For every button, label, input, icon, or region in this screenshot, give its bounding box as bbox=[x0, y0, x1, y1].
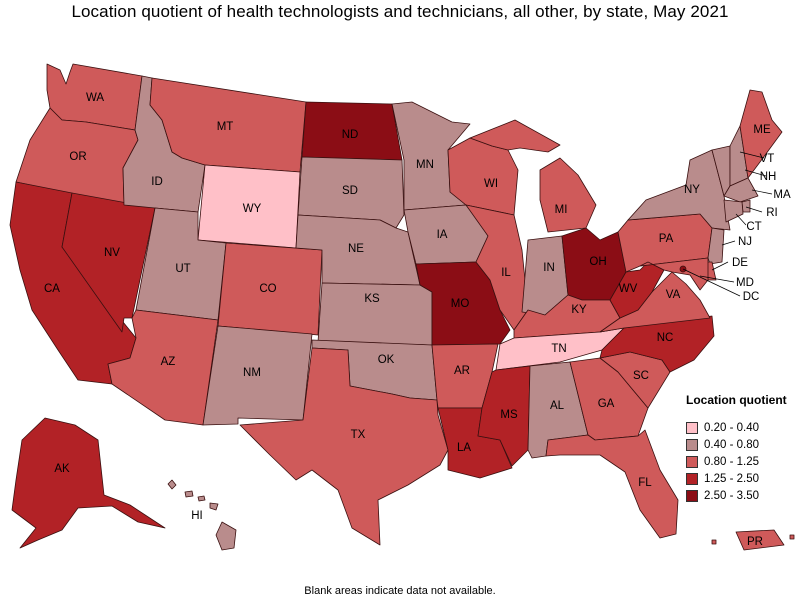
state-label-SD: SD bbox=[342, 185, 358, 197]
state-label-PR: PR bbox=[747, 536, 763, 548]
legend-swatch bbox=[686, 421, 698, 434]
state-label-NM: NM bbox=[243, 367, 261, 379]
state-label-VT: VT bbox=[760, 153, 775, 165]
state-label-RI: RI bbox=[766, 207, 778, 219]
state-label-AZ: AZ bbox=[161, 356, 176, 368]
state-label-VA: VA bbox=[666, 289, 681, 301]
state-label-AL: AL bbox=[550, 400, 565, 412]
state-label-UT: UT bbox=[175, 263, 190, 275]
legend-swatch bbox=[686, 438, 698, 451]
state-MD[interactable] bbox=[639, 257, 709, 291]
state-label-IN: IN bbox=[543, 262, 555, 274]
state-label-AR: AR bbox=[454, 365, 470, 377]
state-label-KS: KS bbox=[364, 293, 380, 305]
legend-swatch bbox=[686, 489, 698, 502]
state-label-IL: IL bbox=[501, 267, 511, 279]
legend-swatch bbox=[686, 472, 698, 485]
legend-item: 2.50 - 3.50 bbox=[686, 487, 796, 504]
state-TX[interactable] bbox=[239, 347, 449, 546]
legend-label: 0.80 - 1.25 bbox=[704, 455, 759, 468]
state-PR[interactable] bbox=[711, 529, 795, 551]
state-label-DC: DC bbox=[743, 291, 760, 303]
legend-label: 0.40 - 0.80 bbox=[704, 438, 759, 451]
state-label-OK: OK bbox=[378, 354, 395, 366]
state-RI[interactable] bbox=[741, 199, 751, 213]
state-label-TX: TX bbox=[351, 429, 366, 441]
state-HI[interactable] bbox=[167, 479, 237, 551]
state-label-LA: LA bbox=[457, 442, 471, 454]
state-label-NV: NV bbox=[104, 247, 120, 259]
state-label-GA: GA bbox=[598, 398, 615, 410]
state-label-DE: DE bbox=[732, 257, 748, 269]
state-label-NY: NY bbox=[684, 184, 700, 196]
state-label-NH: NH bbox=[760, 171, 777, 183]
state-CT[interactable] bbox=[723, 199, 744, 223]
state-label-SC: SC bbox=[633, 370, 649, 382]
state-label-OH: OH bbox=[589, 256, 606, 268]
state-NJ[interactable] bbox=[707, 227, 725, 265]
state-FL[interactable] bbox=[545, 429, 679, 539]
legend-label: 0.20 - 0.40 bbox=[704, 421, 759, 434]
state-label-ND: ND bbox=[342, 129, 359, 141]
state-label-WA: WA bbox=[86, 92, 104, 104]
state-CO[interactable] bbox=[217, 242, 323, 336]
state-ME[interactable] bbox=[739, 89, 783, 179]
state-AK[interactable] bbox=[11, 417, 166, 549]
state-label-NE: NE bbox=[348, 243, 364, 255]
state-label-AK: AK bbox=[54, 463, 70, 475]
legend-item: 0.80 - 1.25 bbox=[686, 453, 796, 470]
state-label-ID: ID bbox=[151, 176, 163, 188]
state-MA[interactable] bbox=[723, 177, 759, 203]
legend-label: 2.50 - 3.50 bbox=[704, 489, 759, 502]
state-label-ME: ME bbox=[753, 124, 771, 136]
state-label-NC: NC bbox=[657, 332, 674, 344]
state-label-WV: WV bbox=[619, 283, 638, 295]
footnote: Blank areas indicate data not available. bbox=[304, 585, 496, 597]
legend-item: 1.25 - 2.50 bbox=[686, 470, 796, 487]
state-label-MT: MT bbox=[217, 121, 234, 133]
state-label-CT: CT bbox=[746, 221, 761, 233]
legend-item: 0.20 - 0.40 bbox=[686, 419, 796, 436]
legend-label: 1.25 - 2.50 bbox=[704, 472, 759, 485]
state-label-MS: MS bbox=[500, 409, 518, 421]
state-label-WI: WI bbox=[484, 178, 498, 190]
state-label-MD: MD bbox=[736, 277, 754, 289]
state-label-HI: HI bbox=[191, 510, 203, 522]
state-AZ[interactable] bbox=[107, 309, 219, 426]
state-IL[interactable] bbox=[465, 204, 529, 331]
state-label-KY: KY bbox=[571, 304, 587, 316]
state-label-NJ: NJ bbox=[738, 236, 752, 248]
legend-swatch bbox=[686, 455, 698, 468]
state-label-IA: IA bbox=[437, 229, 448, 241]
state-MI[interactable] bbox=[469, 119, 597, 233]
state-label-MI: MI bbox=[555, 204, 568, 216]
legend-item: 0.40 - 0.80 bbox=[686, 436, 796, 453]
state-label-WY: WY bbox=[243, 203, 262, 215]
state-label-OR: OR bbox=[69, 151, 86, 163]
state-label-MO: MO bbox=[451, 298, 470, 310]
state-label-CO: CO bbox=[259, 283, 276, 295]
state-NM[interactable] bbox=[202, 325, 313, 426]
state-label-FL: FL bbox=[638, 477, 652, 489]
legend-title: Location quotient bbox=[686, 393, 787, 407]
state-label-TN: TN bbox=[551, 343, 566, 355]
legend: Location quotient 0.20 - 0.40 0.40 - 0.8… bbox=[686, 393, 796, 504]
state-label-CA: CA bbox=[44, 283, 60, 295]
state-label-MA: MA bbox=[773, 189, 791, 201]
map-title: Location quotient of health technologist… bbox=[71, 2, 729, 21]
state-label-MN: MN bbox=[416, 159, 434, 171]
state-label-PA: PA bbox=[659, 233, 674, 245]
